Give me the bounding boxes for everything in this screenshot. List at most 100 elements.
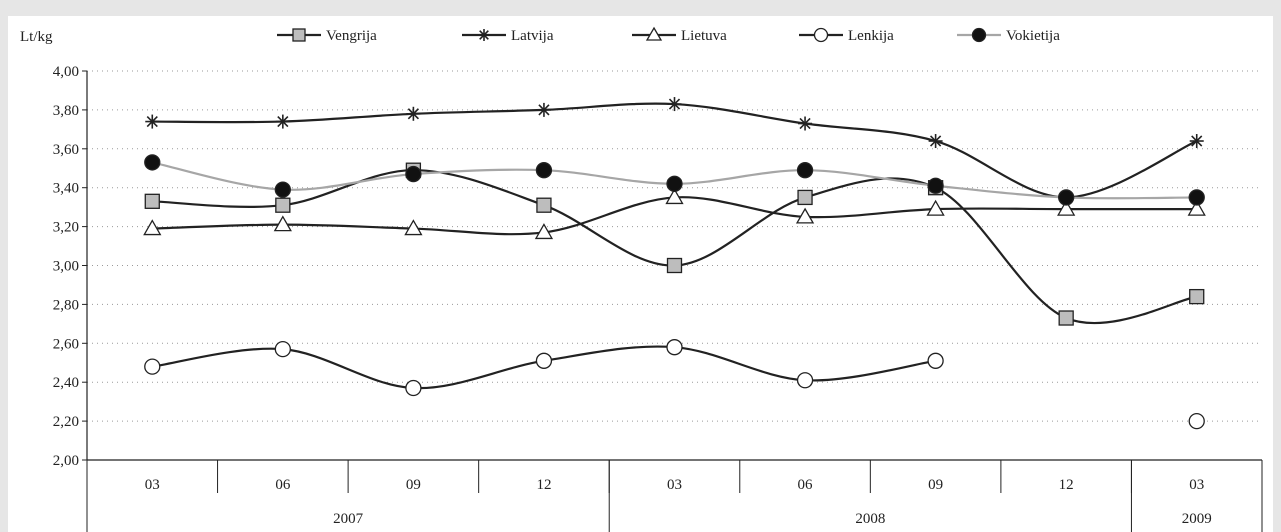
marker-square: [536, 197, 552, 213]
marker-square: [292, 28, 306, 42]
x-tick-label: 09: [406, 477, 421, 493]
axes: [82, 70, 1263, 532]
x-tick-label: 03: [145, 477, 160, 493]
marker-circle: [971, 27, 987, 43]
marker-star: [798, 116, 813, 131]
marker-circle: [796, 162, 814, 179]
marker-square: [1058, 310, 1074, 326]
marker-star: [275, 114, 290, 129]
series-vengrija: [144, 162, 1205, 326]
marker-square: [666, 257, 683, 274]
marker-triangle: [926, 199, 945, 216]
marker-square: [144, 193, 160, 209]
star-stroke: [146, 115, 158, 128]
marker-circle: [405, 165, 422, 183]
marker-circle: [1188, 189, 1205, 206]
y-tick-label: 3,00: [53, 259, 79, 275]
star-stroke: [479, 30, 489, 40]
y-tick-label: 3,60: [53, 142, 79, 158]
marker-triangle: [1057, 199, 1076, 216]
marker-star: [1189, 134, 1204, 149]
marker-circle: [927, 177, 944, 194]
marker-square: [797, 189, 813, 206]
legend-item-latvija: Latvija: [462, 28, 554, 44]
legend-item-lietuva: Lietuva: [632, 26, 727, 44]
y-tick-label: 4,00: [53, 64, 79, 80]
y-tick-label: 2,40: [53, 375, 79, 391]
legend-label: Lietuva: [681, 28, 727, 44]
y-tick-label: 2,20: [53, 414, 79, 430]
series-lines: [143, 97, 1206, 430]
marker-square: [275, 197, 291, 213]
marker-circle: [666, 175, 683, 192]
legend: Vengrija Latvija Lietuva Lenkija Vokietija: [277, 26, 1060, 44]
star-stroke: [668, 98, 681, 110]
y-tick-label: 2,80: [53, 297, 79, 313]
series-vokietija: [144, 154, 1205, 206]
marker-circle: [1188, 412, 1205, 430]
marker-circle: [274, 340, 291, 358]
year-group-labels: 2007 2008 2009: [333, 511, 1212, 527]
legend-item-lenkija: Lenkija: [799, 27, 894, 44]
marker-circle: [144, 154, 161, 171]
y-tick-label: 3,40: [53, 181, 79, 197]
x-tick-label: 06: [798, 477, 814, 493]
marker-circle: [666, 339, 683, 356]
y-tick-labels: 2,00 2,20 2,40 2,60 2,80 3,00 3,20 3,40 3,60 3,80…: [53, 64, 79, 469]
year-label: 2008: [855, 511, 885, 527]
series-lenkija: [144, 339, 1205, 430]
marker-triangle: [665, 188, 684, 205]
series-lietuva: [143, 188, 1206, 240]
legend-item-vengrija: Vengrija: [277, 28, 377, 44]
x-tick-label: 06: [275, 477, 291, 493]
marker-circle: [535, 162, 553, 179]
legend-label: Vengrija: [326, 28, 377, 44]
chart-panel: [8, 16, 1273, 532]
marker-triangle: [273, 215, 292, 232]
y-tick-label: 3,80: [53, 103, 79, 119]
x-tick-label: 09: [928, 477, 943, 493]
year-label: 2009: [1182, 511, 1212, 527]
marker-triangle: [404, 219, 423, 236]
x-tick-label: 12: [536, 477, 551, 493]
year-label: 2007: [333, 511, 364, 527]
series-latvija: [145, 97, 1204, 205]
marker-circle: [813, 27, 829, 43]
marker-square: [1189, 288, 1205, 305]
y-axis-label: Lt/kg: [20, 29, 53, 45]
marker-triangle: [534, 223, 554, 240]
marker-star: [406, 106, 421, 121]
gridlines: [87, 70, 1262, 422]
y-tick-label: 2,00: [53, 453, 79, 469]
marker-star: [536, 102, 551, 117]
y-tick-label: 3,20: [53, 220, 79, 236]
marker-circle: [927, 352, 944, 369]
marker-circle: [144, 358, 161, 375]
marker-triangle: [645, 26, 663, 41]
marker-triangle: [1187, 199, 1206, 216]
marker-star: [478, 29, 490, 41]
marker-star: [667, 97, 682, 112]
legend-item-vokietija: Vokietija: [957, 27, 1060, 44]
y-tick-label: 2,60: [53, 336, 79, 352]
x-tick-label: 03: [1189, 477, 1204, 493]
star-stroke: [1191, 135, 1203, 147]
star-stroke: [277, 115, 289, 128]
marker-circle: [796, 372, 814, 389]
marker-star: [928, 134, 943, 149]
star-stroke: [538, 104, 550, 116]
marker-circle: [535, 352, 553, 369]
star-stroke: [930, 135, 942, 147]
x-tick-labels: 03 06 09 12 03 06 09 12 03: [145, 477, 1204, 493]
x-tick-label: 12: [1059, 477, 1074, 493]
x-tick-label: 03: [667, 477, 682, 493]
legend-label: Latvija: [511, 28, 554, 44]
marker-circle: [405, 379, 422, 397]
star-stroke: [799, 117, 811, 130]
marker-triangle: [795, 207, 815, 224]
legend-label: Vokietija: [1006, 28, 1060, 44]
legend-label: Lenkija: [848, 28, 894, 44]
marker-circle: [274, 181, 291, 198]
